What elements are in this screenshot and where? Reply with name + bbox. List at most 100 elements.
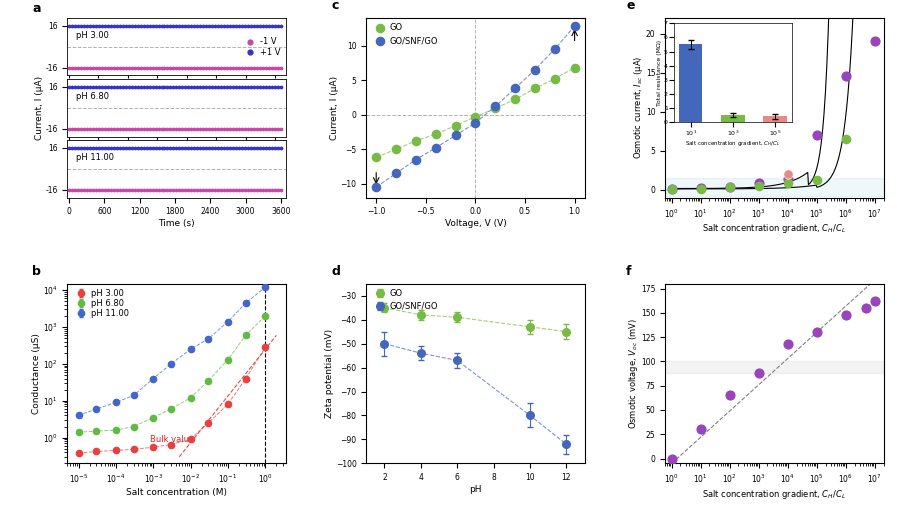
Point bbox=[125, 83, 139, 91]
Point bbox=[214, 144, 229, 152]
Point bbox=[116, 124, 130, 133]
GO bbox=[429, 130, 443, 138]
Point bbox=[100, 124, 115, 133]
Point bbox=[139, 22, 153, 30]
Point bbox=[77, 83, 91, 91]
Legend: -1 V, +1 V: -1 V, +1 V bbox=[241, 36, 282, 57]
Point bbox=[134, 124, 148, 133]
Point bbox=[780, 175, 795, 183]
Point bbox=[170, 63, 184, 72]
Point bbox=[143, 185, 157, 194]
Point bbox=[665, 185, 679, 194]
GO bbox=[448, 121, 463, 130]
Point bbox=[143, 83, 157, 91]
Point bbox=[107, 144, 121, 152]
Point bbox=[244, 63, 258, 72]
Point bbox=[157, 22, 171, 30]
Point bbox=[86, 124, 100, 133]
Point bbox=[267, 144, 282, 152]
Point bbox=[258, 185, 273, 194]
Point bbox=[154, 185, 169, 194]
Point bbox=[170, 22, 184, 30]
Point bbox=[175, 63, 189, 72]
Point bbox=[693, 184, 708, 193]
Point bbox=[170, 185, 184, 194]
Point bbox=[247, 124, 261, 133]
Point bbox=[780, 170, 795, 178]
Point bbox=[118, 63, 133, 72]
Text: c: c bbox=[331, 0, 339, 12]
Point bbox=[74, 63, 88, 72]
GO/SNF/GO bbox=[547, 45, 562, 53]
Point bbox=[71, 185, 85, 194]
Point bbox=[109, 185, 124, 194]
Y-axis label: Current, I (μA): Current, I (μA) bbox=[330, 76, 339, 140]
Point bbox=[196, 144, 211, 152]
Point bbox=[100, 63, 115, 72]
Point bbox=[179, 63, 193, 72]
Point bbox=[98, 83, 112, 91]
Point bbox=[249, 22, 264, 30]
Point bbox=[118, 185, 133, 194]
Point bbox=[240, 83, 255, 91]
Point bbox=[71, 22, 85, 30]
Point bbox=[262, 63, 276, 72]
Point bbox=[166, 22, 180, 30]
GO bbox=[468, 113, 483, 121]
Point bbox=[247, 83, 261, 91]
Legend: pH 3.00, pH 6.80, pH 11.00: pH 3.00, pH 6.80, pH 11.00 bbox=[72, 288, 129, 319]
GO/SNF/GO bbox=[389, 169, 404, 178]
Point bbox=[179, 83, 193, 91]
Point bbox=[244, 185, 258, 194]
Point bbox=[175, 185, 189, 194]
Point bbox=[249, 83, 264, 91]
Point bbox=[163, 124, 178, 133]
Point bbox=[107, 83, 121, 91]
Point bbox=[214, 124, 229, 133]
Point bbox=[193, 83, 207, 91]
Point bbox=[130, 124, 144, 133]
Point bbox=[196, 83, 211, 91]
Point bbox=[157, 185, 171, 194]
Point bbox=[235, 63, 249, 72]
Point bbox=[223, 83, 238, 91]
Point bbox=[143, 124, 157, 133]
GO bbox=[488, 104, 502, 113]
Point bbox=[127, 83, 142, 91]
Point bbox=[118, 124, 133, 133]
Point bbox=[136, 124, 151, 133]
Point bbox=[181, 63, 196, 72]
Point bbox=[104, 185, 118, 194]
Point bbox=[258, 22, 273, 30]
Point bbox=[181, 124, 196, 133]
Point bbox=[693, 184, 708, 193]
Point bbox=[199, 83, 213, 91]
GO bbox=[568, 63, 582, 72]
Point bbox=[211, 124, 225, 133]
Legend: GO, GO/SNF/GO: GO, GO/SNF/GO bbox=[370, 22, 439, 46]
Point bbox=[116, 83, 130, 91]
Point bbox=[65, 124, 79, 133]
Point bbox=[145, 22, 160, 30]
Point bbox=[80, 83, 94, 91]
Point bbox=[205, 124, 220, 133]
Point bbox=[145, 63, 160, 72]
Point bbox=[154, 63, 169, 72]
Point bbox=[89, 63, 103, 72]
Point bbox=[83, 144, 97, 152]
Point bbox=[166, 124, 180, 133]
Point bbox=[107, 185, 121, 194]
Point bbox=[148, 63, 162, 72]
Point bbox=[253, 144, 267, 152]
Point bbox=[220, 22, 234, 30]
Point bbox=[810, 176, 824, 184]
Point bbox=[175, 124, 189, 133]
Point bbox=[154, 83, 169, 91]
Point bbox=[205, 63, 220, 72]
Point bbox=[107, 124, 121, 133]
Point bbox=[116, 144, 130, 152]
Point bbox=[262, 83, 276, 91]
Point bbox=[223, 124, 238, 133]
Point bbox=[86, 22, 100, 30]
Point bbox=[100, 83, 115, 91]
